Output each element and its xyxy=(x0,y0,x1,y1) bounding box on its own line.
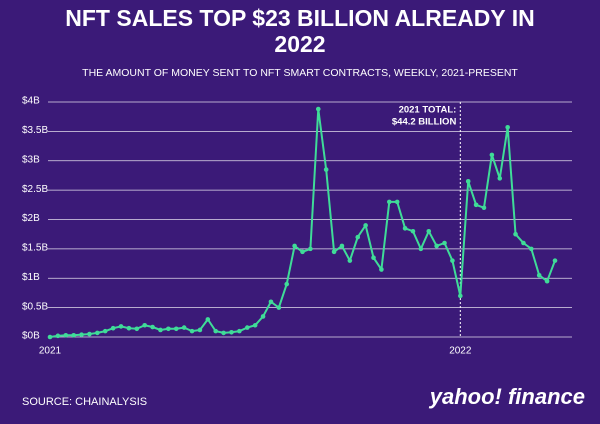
data-point xyxy=(118,324,124,329)
data-point xyxy=(450,258,455,263)
annotation: $44.2 BILLION xyxy=(392,117,457,128)
data-point xyxy=(308,246,313,252)
data-point xyxy=(371,255,376,260)
data-point xyxy=(481,205,487,211)
data-point xyxy=(181,325,187,330)
data-point xyxy=(237,328,242,334)
data-point xyxy=(229,330,234,335)
data-point xyxy=(150,324,155,330)
data-point xyxy=(418,246,424,252)
y-tick-label: $4B xyxy=(22,96,40,107)
data-point xyxy=(284,281,290,287)
y-tick-label: $0B xyxy=(22,331,40,342)
data-point xyxy=(158,327,163,333)
y-tick-label: $3.5B xyxy=(22,125,48,136)
y-tick-label: $2.5B xyxy=(22,184,48,195)
data-point xyxy=(473,202,479,208)
x-tick-label: 2021 xyxy=(39,346,62,357)
data-point xyxy=(544,278,550,284)
data-point xyxy=(292,243,297,249)
annotation: 2021 TOTAL: xyxy=(399,105,457,116)
data-point xyxy=(166,326,171,332)
data-point xyxy=(394,199,400,205)
data-point xyxy=(134,326,140,332)
data-point xyxy=(244,325,250,330)
data-point xyxy=(55,333,61,339)
data-point xyxy=(102,328,108,334)
data-point xyxy=(126,325,132,331)
chart-title: 2022 xyxy=(274,31,325,57)
data-point xyxy=(213,328,219,334)
data-point xyxy=(268,299,274,305)
data-point xyxy=(363,223,368,228)
data-point xyxy=(87,331,92,337)
data-point xyxy=(189,328,195,334)
data-point xyxy=(497,176,503,181)
data-point xyxy=(221,330,226,336)
data-point xyxy=(386,199,392,205)
data-point xyxy=(95,330,100,336)
data-point xyxy=(331,249,337,255)
data-point xyxy=(465,179,471,184)
data-point xyxy=(71,332,76,338)
data-point xyxy=(205,317,211,322)
data-point xyxy=(252,322,258,328)
data-point xyxy=(197,327,203,333)
data-point xyxy=(142,322,147,328)
data-point xyxy=(529,246,534,252)
data-point xyxy=(260,314,266,319)
data-point xyxy=(323,167,329,172)
data-point xyxy=(47,334,53,340)
y-tick-label: $1B xyxy=(22,272,40,283)
data-point xyxy=(521,240,526,246)
data-point xyxy=(513,231,518,237)
chart-title: NFT SALES TOP $23 BILLION ALREADY IN xyxy=(65,5,534,31)
data-point xyxy=(379,267,384,272)
subtitle: THE AMOUNT OF MONEY SENT TO NFT SMART CO… xyxy=(82,67,518,79)
y-tick-label: $2B xyxy=(22,213,40,224)
data-point xyxy=(173,326,179,332)
y-tick-label: $3B xyxy=(22,154,40,165)
data-point xyxy=(63,332,69,338)
data-point xyxy=(536,273,542,278)
data-point xyxy=(339,243,345,249)
data-point xyxy=(79,332,84,337)
data-point xyxy=(410,228,416,234)
data-point xyxy=(355,234,361,240)
data-point xyxy=(552,258,558,263)
data-point xyxy=(315,106,321,112)
logo: yahoo! finance xyxy=(429,384,585,409)
source: SOURCE: CHAINALYSIS xyxy=(22,396,147,408)
data-point xyxy=(402,226,408,231)
data-point xyxy=(276,305,282,310)
y-tick-label: $0.5B xyxy=(22,301,48,312)
x-tick-label: 2022 xyxy=(449,346,472,357)
data-point xyxy=(505,124,510,130)
data-point xyxy=(442,240,447,246)
data-point xyxy=(110,325,116,331)
data-point xyxy=(347,258,353,263)
data-point xyxy=(434,243,439,249)
data-point xyxy=(300,249,305,255)
y-tick-label: $1.5B xyxy=(22,243,48,254)
data-point xyxy=(489,152,495,158)
data-point xyxy=(458,293,463,299)
data-point xyxy=(426,228,432,234)
